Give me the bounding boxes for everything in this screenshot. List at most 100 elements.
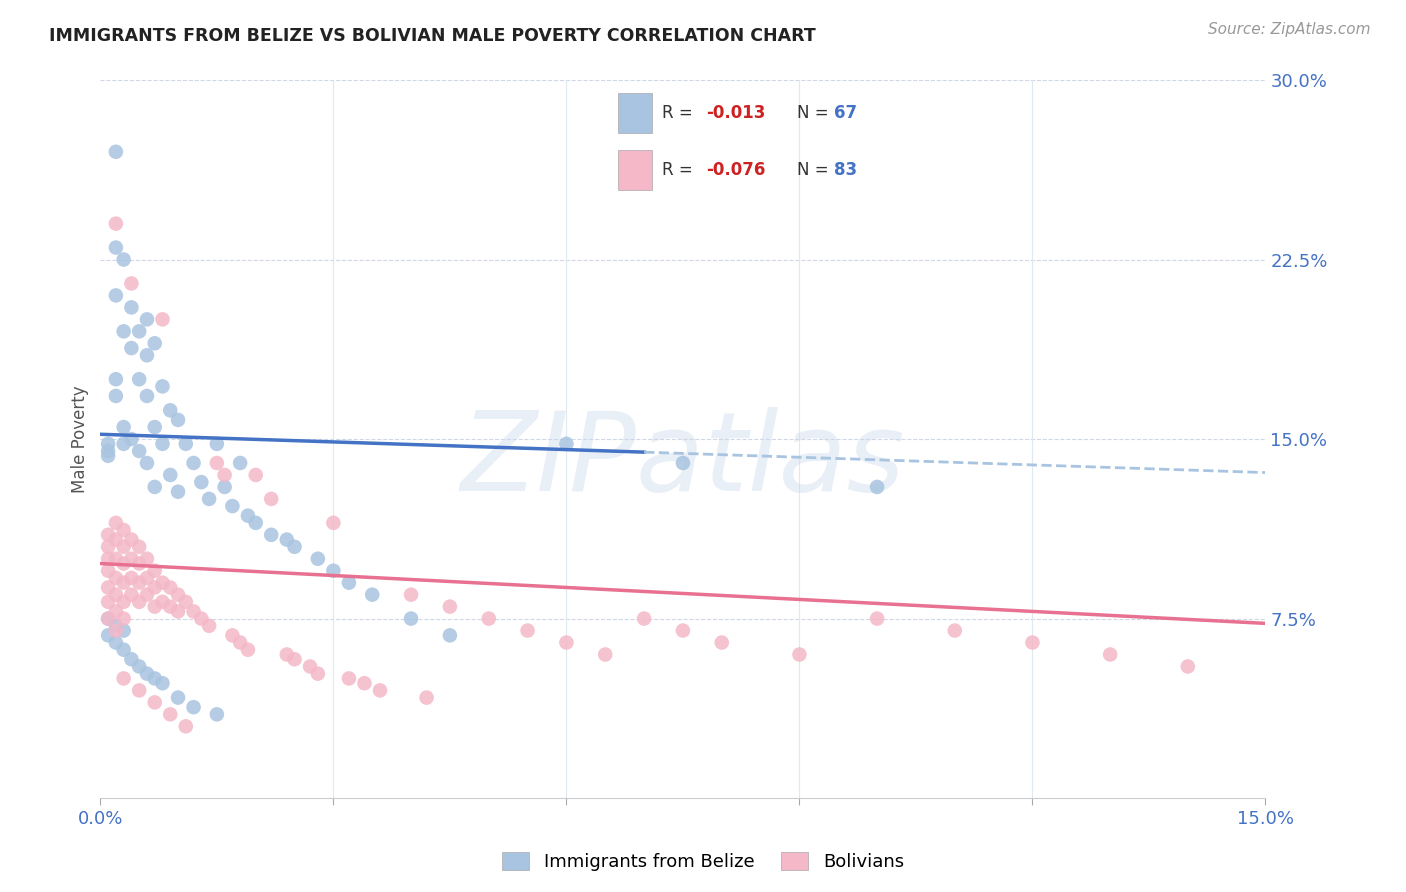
Point xyxy=(214,480,236,494)
Point xyxy=(152,437,174,451)
Point xyxy=(112,672,135,686)
Point xyxy=(183,700,205,714)
Point xyxy=(1021,635,1043,649)
Point xyxy=(97,540,120,554)
Point xyxy=(143,480,166,494)
Point xyxy=(183,604,205,618)
Point xyxy=(710,635,733,649)
Point xyxy=(276,533,298,547)
Point xyxy=(152,312,174,326)
Text: R =: R = xyxy=(662,161,697,179)
Point xyxy=(353,676,375,690)
Point xyxy=(167,484,190,499)
Point xyxy=(159,599,181,614)
Y-axis label: Male Poverty: Male Poverty xyxy=(72,385,89,493)
Point xyxy=(97,528,120,542)
Text: Source: ZipAtlas.com: Source: ZipAtlas.com xyxy=(1208,22,1371,37)
Point xyxy=(120,652,142,666)
Point xyxy=(128,575,150,590)
Point xyxy=(236,642,259,657)
Point xyxy=(136,571,159,585)
Point xyxy=(307,551,329,566)
Point xyxy=(97,628,120,642)
Point xyxy=(104,588,127,602)
Point xyxy=(205,456,228,470)
Point xyxy=(633,611,655,625)
Text: 67: 67 xyxy=(834,103,858,121)
Point xyxy=(152,379,174,393)
Point xyxy=(143,336,166,351)
Point xyxy=(555,635,578,649)
Point xyxy=(97,611,120,625)
Point xyxy=(183,456,205,470)
Point xyxy=(593,648,616,662)
Point xyxy=(104,533,127,547)
Point xyxy=(260,528,283,542)
Point xyxy=(136,348,159,362)
Point xyxy=(245,467,267,482)
Point xyxy=(104,604,127,618)
Point xyxy=(229,456,252,470)
Point xyxy=(97,551,120,566)
Point xyxy=(167,690,190,705)
Point xyxy=(104,372,127,386)
Legend: Immigrants from Belize, Bolivians: Immigrants from Belize, Bolivians xyxy=(495,846,911,879)
Point xyxy=(789,648,811,662)
Point xyxy=(221,628,243,642)
Point xyxy=(104,217,127,231)
Point xyxy=(283,652,305,666)
Point xyxy=(112,642,135,657)
Point xyxy=(283,540,305,554)
Point xyxy=(229,635,252,649)
Point xyxy=(555,437,578,451)
Text: ZIPatlas: ZIPatlas xyxy=(461,407,905,514)
Point xyxy=(112,324,135,338)
Point xyxy=(866,480,889,494)
Point xyxy=(439,599,461,614)
Point xyxy=(322,564,344,578)
Point xyxy=(136,588,159,602)
Point xyxy=(190,611,212,625)
Point xyxy=(120,432,142,446)
Point xyxy=(104,624,127,638)
Point xyxy=(112,611,135,625)
Text: N =: N = xyxy=(797,103,834,121)
Point xyxy=(368,683,391,698)
Point xyxy=(1177,659,1199,673)
Point xyxy=(112,557,135,571)
Point xyxy=(159,467,181,482)
Point xyxy=(120,533,142,547)
Point xyxy=(337,672,360,686)
Point xyxy=(97,611,120,625)
Point xyxy=(97,581,120,595)
Point xyxy=(143,599,166,614)
Point xyxy=(198,491,221,506)
Point xyxy=(143,672,166,686)
Point xyxy=(136,312,159,326)
Point xyxy=(174,437,197,451)
Point xyxy=(245,516,267,530)
Point xyxy=(112,540,135,554)
Point xyxy=(439,628,461,642)
Bar xyxy=(619,150,652,190)
Point xyxy=(128,557,150,571)
Point xyxy=(120,341,142,355)
Point xyxy=(190,475,212,490)
Text: -0.013: -0.013 xyxy=(706,103,765,121)
Text: IMMIGRANTS FROM BELIZE VS BOLIVIAN MALE POVERTY CORRELATION CHART: IMMIGRANTS FROM BELIZE VS BOLIVIAN MALE … xyxy=(49,27,815,45)
Point xyxy=(104,571,127,585)
Point xyxy=(205,437,228,451)
Point xyxy=(128,595,150,609)
Point xyxy=(136,389,159,403)
Point xyxy=(128,659,150,673)
Point xyxy=(136,551,159,566)
Point xyxy=(866,611,889,625)
Point xyxy=(152,575,174,590)
Point xyxy=(152,676,174,690)
Point xyxy=(174,719,197,733)
Point xyxy=(97,437,120,451)
Point xyxy=(104,145,127,159)
Point xyxy=(104,635,127,649)
Point xyxy=(104,516,127,530)
Point xyxy=(120,588,142,602)
